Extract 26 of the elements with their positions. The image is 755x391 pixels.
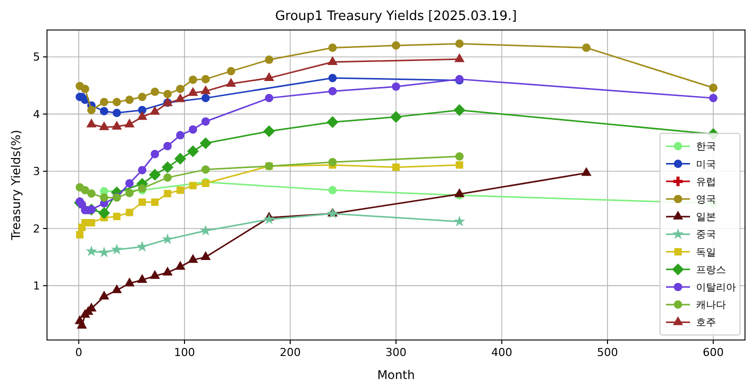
legend-label: 미국 — [696, 159, 716, 170]
legend-label: 일본 — [696, 212, 716, 224]
legend-label: 독일 — [696, 247, 716, 258]
legend-label: 영국 — [696, 194, 716, 206]
y-axis-title: Treasury Yields(%) — [9, 130, 23, 242]
x-tick-label: 500 — [597, 346, 618, 359]
x-tick-label: 400 — [491, 346, 512, 359]
y-tick-label: 4 — [33, 108, 40, 121]
legend-label: 프랑스 — [696, 264, 726, 276]
legend-label: 이탈리아 — [696, 282, 736, 294]
x-tick-label: 0 — [75, 346, 82, 359]
chart-title: Group1 Treasury Yields [2025.03.19.] — [275, 9, 517, 24]
legend-label: 한국 — [696, 142, 716, 153]
legend-label: 캐나다 — [696, 300, 726, 312]
y-tick-label: 1 — [33, 280, 40, 293]
y-tick-label: 3 — [33, 165, 40, 178]
y-tick-label: 5 — [33, 50, 40, 64]
x-tick-label: 600 — [702, 346, 724, 359]
x-axis-title: Month — [377, 368, 415, 382]
legend-label: 유럽 — [696, 176, 716, 188]
legend-label: 호주 — [696, 318, 716, 329]
x-tick-label: 100 — [174, 346, 195, 359]
x-tick-label: 300 — [386, 346, 406, 359]
legend-label: 중국 — [696, 230, 716, 241]
x-tick-label: 200 — [280, 346, 301, 359]
y-tick-label: 2 — [33, 222, 40, 236]
